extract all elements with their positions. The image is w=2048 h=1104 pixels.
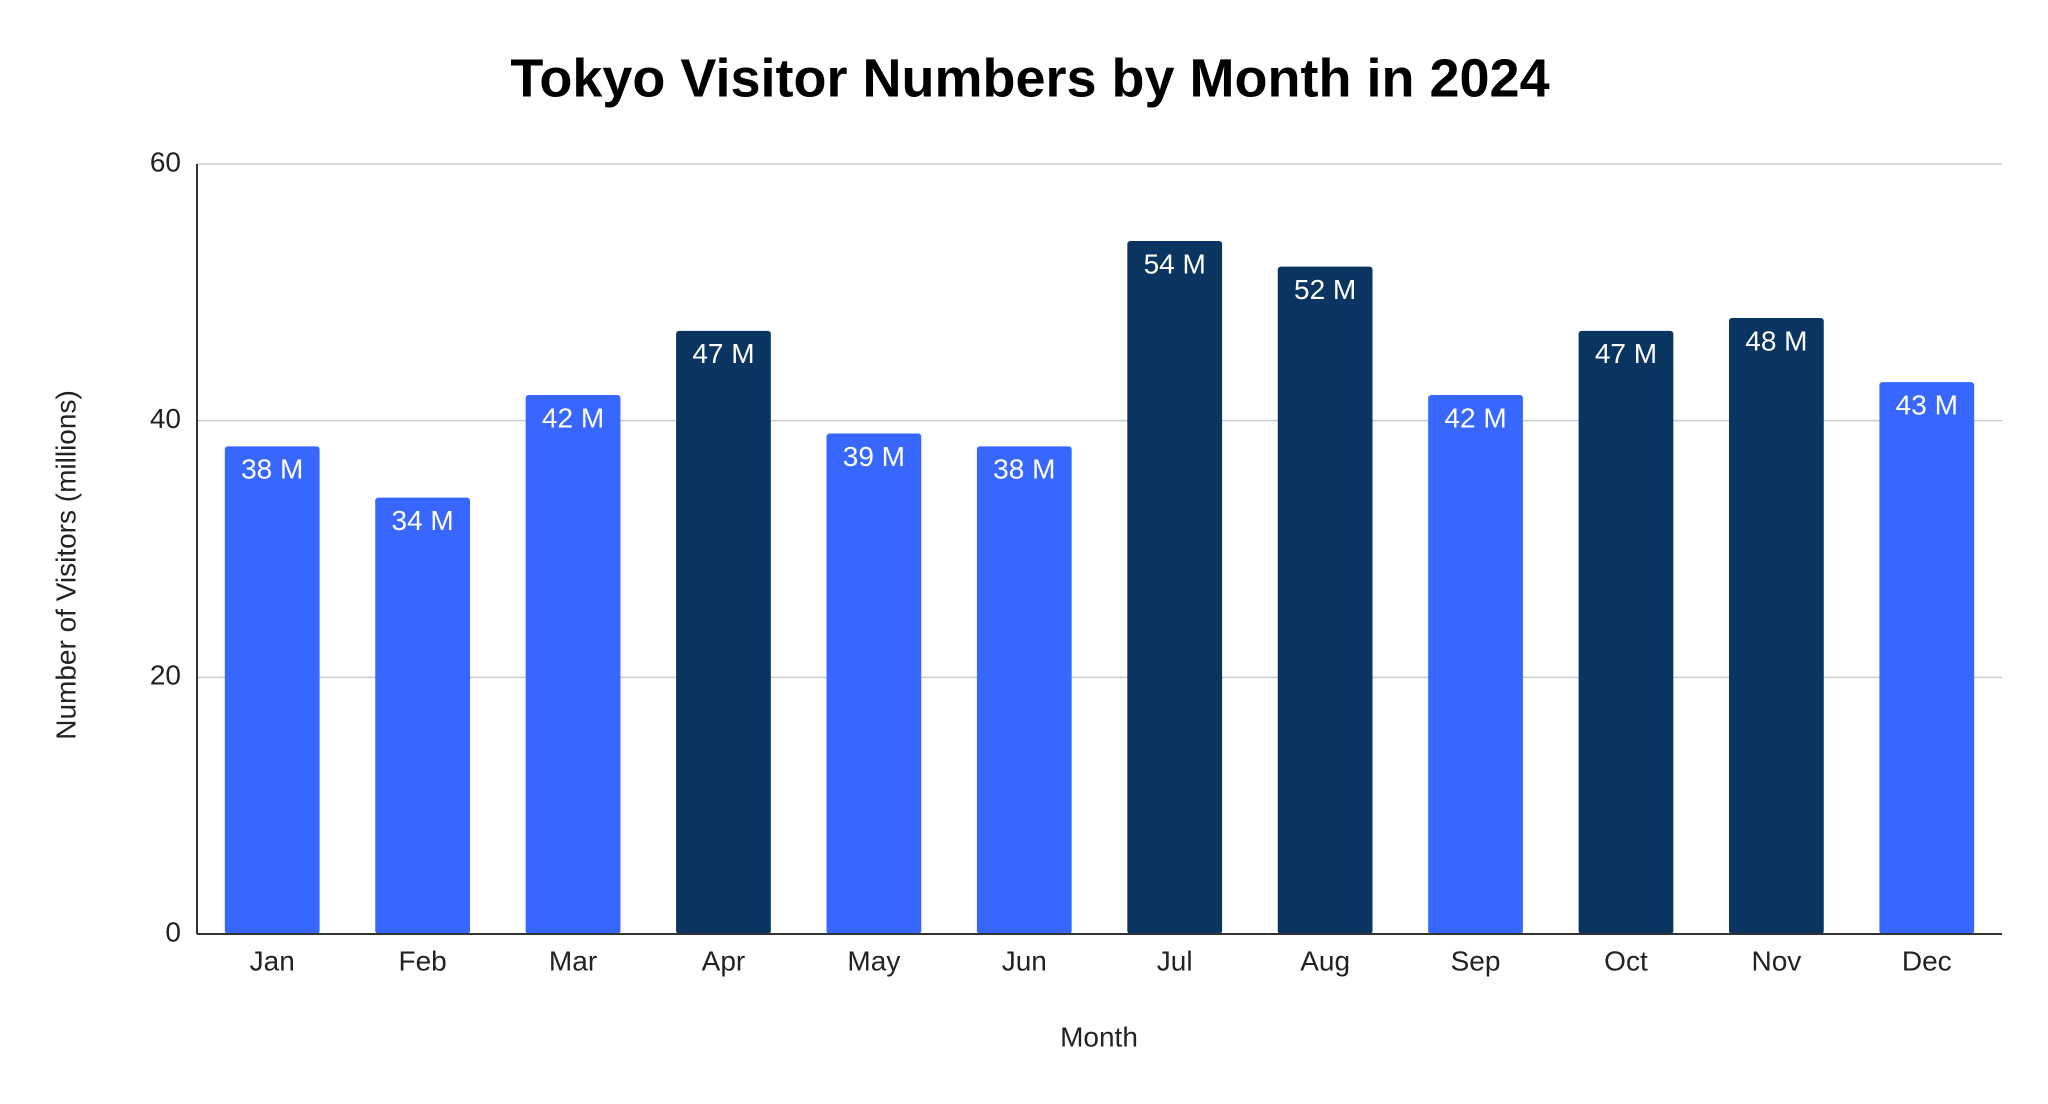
bar	[1277, 266, 1373, 935]
value-label: 42 M	[1444, 402, 1506, 433]
value-label: 54 M	[1144, 248, 1206, 279]
y-tick-label: 0	[165, 916, 181, 947]
x-tick-label: Mar	[549, 945, 597, 976]
y-axis-title: Number of Visitors (millions)	[50, 390, 81, 740]
bar	[525, 395, 621, 934]
value-label: 43 M	[1896, 390, 1958, 421]
x-tick-label: Nov	[1751, 945, 1801, 976]
x-tick-label: Oct	[1604, 945, 1648, 976]
x-tick-label: Dec	[1902, 945, 1952, 976]
x-tick-label: Jan	[250, 945, 295, 976]
bar	[826, 433, 922, 934]
value-label: 38 M	[241, 454, 303, 485]
bar	[1428, 395, 1523, 934]
value-label: 34 M	[392, 505, 454, 536]
y-tick-label: 20	[150, 660, 181, 691]
chart-title: Tokyo Visitor Numbers by Month in 2024	[510, 48, 1549, 108]
x-tick-label: Apr	[702, 945, 746, 976]
bar	[1578, 330, 1674, 934]
value-label: 52 M	[1294, 274, 1356, 305]
bar	[1879, 382, 1975, 935]
bar	[1728, 318, 1824, 934]
y-tick-label: 40	[150, 403, 181, 434]
bar	[976, 446, 1072, 934]
x-tick-label: Feb	[399, 945, 447, 976]
bar	[1127, 241, 1223, 934]
value-label: 47 M	[1595, 338, 1657, 369]
x-axis-title: Month	[1060, 1021, 1138, 1052]
bar	[375, 497, 471, 934]
x-tick-label: Jun	[1002, 945, 1047, 976]
x-tick-label: Jul	[1157, 945, 1193, 976]
value-label: 47 M	[692, 338, 754, 369]
value-label: 39 M	[843, 441, 905, 472]
y-tick-label: 60	[150, 146, 181, 177]
value-label: 48 M	[1745, 325, 1807, 356]
x-tick-label: Sep	[1451, 945, 1501, 976]
bar	[224, 446, 320, 934]
value-label: 38 M	[993, 454, 1055, 485]
value-label: 42 M	[542, 402, 604, 433]
x-tick-label: May	[847, 945, 900, 976]
x-tick-label: Aug	[1300, 945, 1350, 976]
bar	[676, 330, 771, 934]
